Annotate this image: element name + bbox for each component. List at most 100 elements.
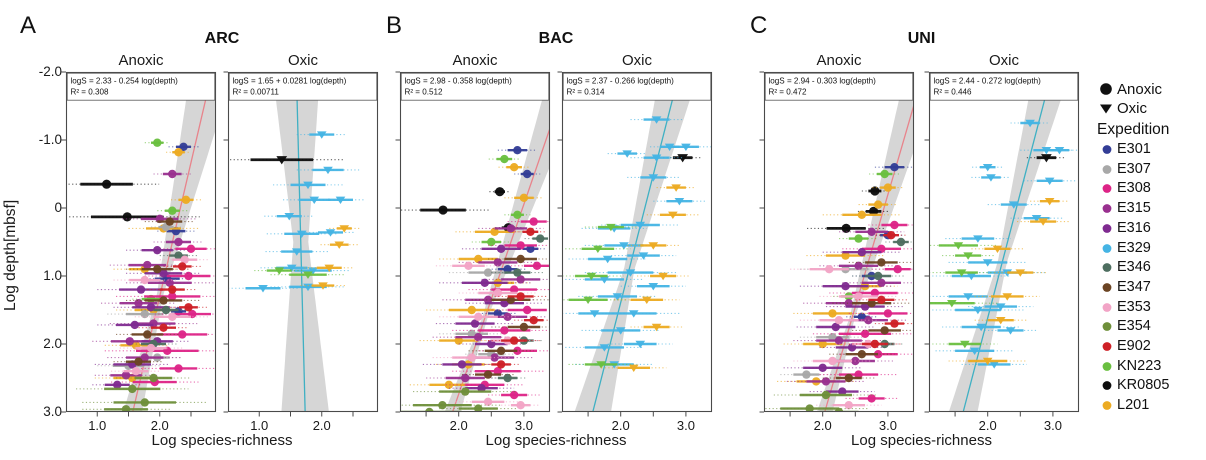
x-axis-title-arc: Log species-richness	[151, 432, 293, 449]
legend-item-label: E308	[1117, 180, 1151, 197]
plot-bac-anoxic: 2.0 3.0 logS = 2.98 - 0.358 log(depth)R² =…	[395, 71, 551, 433]
x-tick-label: 2.0	[450, 418, 468, 433]
legend-item-e315: E315	[1101, 199, 1151, 217]
equation-box	[764, 72, 914, 101]
x-tick-label: 3.0	[515, 418, 533, 433]
x-tick-label: 2.0	[814, 418, 832, 433]
r-squared-text: R² = 0.00711	[233, 87, 280, 96]
plot-uni-oxic: 2.0 3.0 logS = 2.44 - 0.272 log(depth)R² =…	[924, 71, 1080, 433]
legend-item-e301: E301	[1101, 140, 1151, 158]
legend-item-label: E307	[1117, 160, 1151, 177]
legend-item-label: E301	[1117, 141, 1151, 157]
x-axis-title-bac: Log species-richness	[485, 432, 627, 449]
equation-text: logS = 1.65 + 0.0281 log(depth)	[233, 77, 347, 86]
anoxic-circle-icon	[1100, 83, 1112, 95]
legend-item-label: E316	[1117, 219, 1151, 236]
x-tick-label: 2.0	[313, 418, 331, 433]
x-tick-label: 3.0	[1044, 418, 1062, 433]
subtitle-arc-anoxic: Anoxic	[118, 52, 164, 69]
subtitle-bac-anoxic: Anoxic	[452, 52, 498, 69]
y-tick-label: 1.0	[43, 268, 62, 283]
equation-box	[929, 72, 1079, 101]
legend-item-kn223: KN223	[1101, 357, 1161, 375]
plot-arc-oxic: 1.0 2.0 logS = 1.65 + 0.0281 log(depth)R² …	[223, 71, 379, 433]
x-tick-label: 1.0	[250, 418, 268, 433]
panel-letter-a: A	[20, 12, 37, 39]
y-tick-label: 0	[54, 200, 62, 215]
legend-item-label: E315	[1117, 200, 1151, 217]
x-tick-label: 2.0	[612, 418, 630, 433]
legend-oxic-label: Oxic	[1117, 99, 1147, 117]
legend-color-dot-icon	[1102, 223, 1112, 233]
legend-color-dot-icon	[1102, 381, 1112, 391]
legend-color-dot-icon	[1102, 204, 1112, 213]
r-squared-text: R² = 0.314	[567, 87, 606, 96]
legend-item-label: E329	[1117, 239, 1151, 256]
equation-box	[400, 72, 550, 101]
x-tick-label: 2.0	[979, 418, 997, 433]
legend-item-kr0805: KR0805	[1101, 376, 1169, 394]
r-squared-text: R² = 0.512	[405, 87, 444, 96]
equation-text: logS = 2.98 - 0.358 log(depth)	[405, 77, 513, 86]
x-tick-label: 1.0	[88, 418, 106, 433]
equation-text: logS = 2.33 - 0.254 log(depth)	[71, 77, 179, 86]
legend-color-dot-icon	[1102, 361, 1112, 371]
subtitle-uni-oxic: Oxic	[989, 52, 1019, 69]
legend-item-e346: E346	[1101, 258, 1151, 276]
legend-item-e307: E307	[1101, 160, 1151, 178]
x-axis-title-uni: Log species-richness	[851, 432, 992, 449]
legend-item-e329: E329	[1101, 239, 1151, 257]
legend-color-dot-icon	[1102, 145, 1112, 154]
legend-item-e316: E316	[1101, 219, 1151, 237]
legend-oxic-row: Oxic	[1099, 99, 1147, 117]
equation-box	[562, 72, 712, 101]
panel-letter-b: B	[386, 12, 403, 39]
group-title-arc: ARC	[204, 30, 240, 47]
oxic-triangle-icon	[1100, 104, 1112, 114]
equation-text: logS = 2.44 - 0.272 log(depth)	[934, 77, 1042, 86]
subtitle-arc-oxic: Oxic	[288, 52, 318, 69]
legend-color-dot-icon	[1102, 263, 1112, 273]
y-tick-label: -2.0	[38, 64, 62, 79]
legend-item-e308: E308	[1101, 179, 1151, 197]
equation-text: logS = 2.94 - 0.303 log(depth)	[769, 77, 877, 86]
legend-color-dot-icon	[1102, 342, 1112, 351]
panel-letter-c: C	[750, 12, 768, 39]
legend-item-e347: E347	[1101, 278, 1151, 296]
r-squared-text: R² = 0.446	[934, 87, 973, 96]
legend-color-dot-icon	[1102, 322, 1112, 332]
x-tick-label: 2.0	[151, 418, 169, 433]
equation-box	[66, 72, 216, 101]
legend-item-e902: E902	[1101, 337, 1151, 355]
plot-uni-anoxic: 2.0 3.0 logS = 2.94 - 0.303 log(depth)R² =…	[759, 71, 915, 433]
x-tick-label: 3.0	[677, 418, 695, 433]
legend-item-label: E353	[1117, 298, 1151, 315]
legend-item-label: L201	[1117, 397, 1150, 414]
legend-item-e353: E353	[1101, 298, 1151, 316]
legend-item-label: E354	[1117, 318, 1151, 335]
y-tick-label: -1.0	[38, 132, 62, 147]
y-tick-label: 3.0	[43, 404, 62, 419]
legend-color-dot-icon	[1102, 243, 1112, 253]
equation-text: logS = 2.37 - 0.266 log(depth)	[567, 77, 675, 86]
r-squared-text: R² = 0.472	[769, 87, 808, 96]
y-axis-title: Log depth[mbsf]	[2, 199, 19, 311]
equation-box	[228, 72, 378, 101]
legend-anoxic-label: Anoxic	[1117, 80, 1163, 98]
group-title-uni: UNI	[907, 30, 936, 47]
y-tick-label: 2.0	[43, 336, 62, 351]
plot-arc-anoxic: 1.0 2.0 logS = 2.33 - 0.254 log(depth)R² =…	[61, 71, 217, 433]
x-tick-label: 3.0	[879, 418, 897, 433]
legend-color-dot-icon	[1102, 302, 1112, 312]
legend-item-label: E902	[1117, 338, 1151, 354]
legend-item-label: E346	[1117, 259, 1151, 276]
r-squared-text: R² = 0.308	[71, 87, 110, 96]
plot-bac-oxic: 2.0 3.0 logS = 2.37 - 0.266 log(depth)R² =…	[557, 71, 713, 433]
legend-color-dot-icon	[1102, 282, 1112, 292]
group-title-bac: BAC	[538, 30, 574, 47]
legend-title: Expedition	[1097, 121, 1170, 138]
subtitle-bac-oxic: Oxic	[622, 52, 652, 69]
legend-color-dot-icon	[1102, 164, 1112, 174]
legend-item-l201: L201	[1101, 396, 1149, 414]
